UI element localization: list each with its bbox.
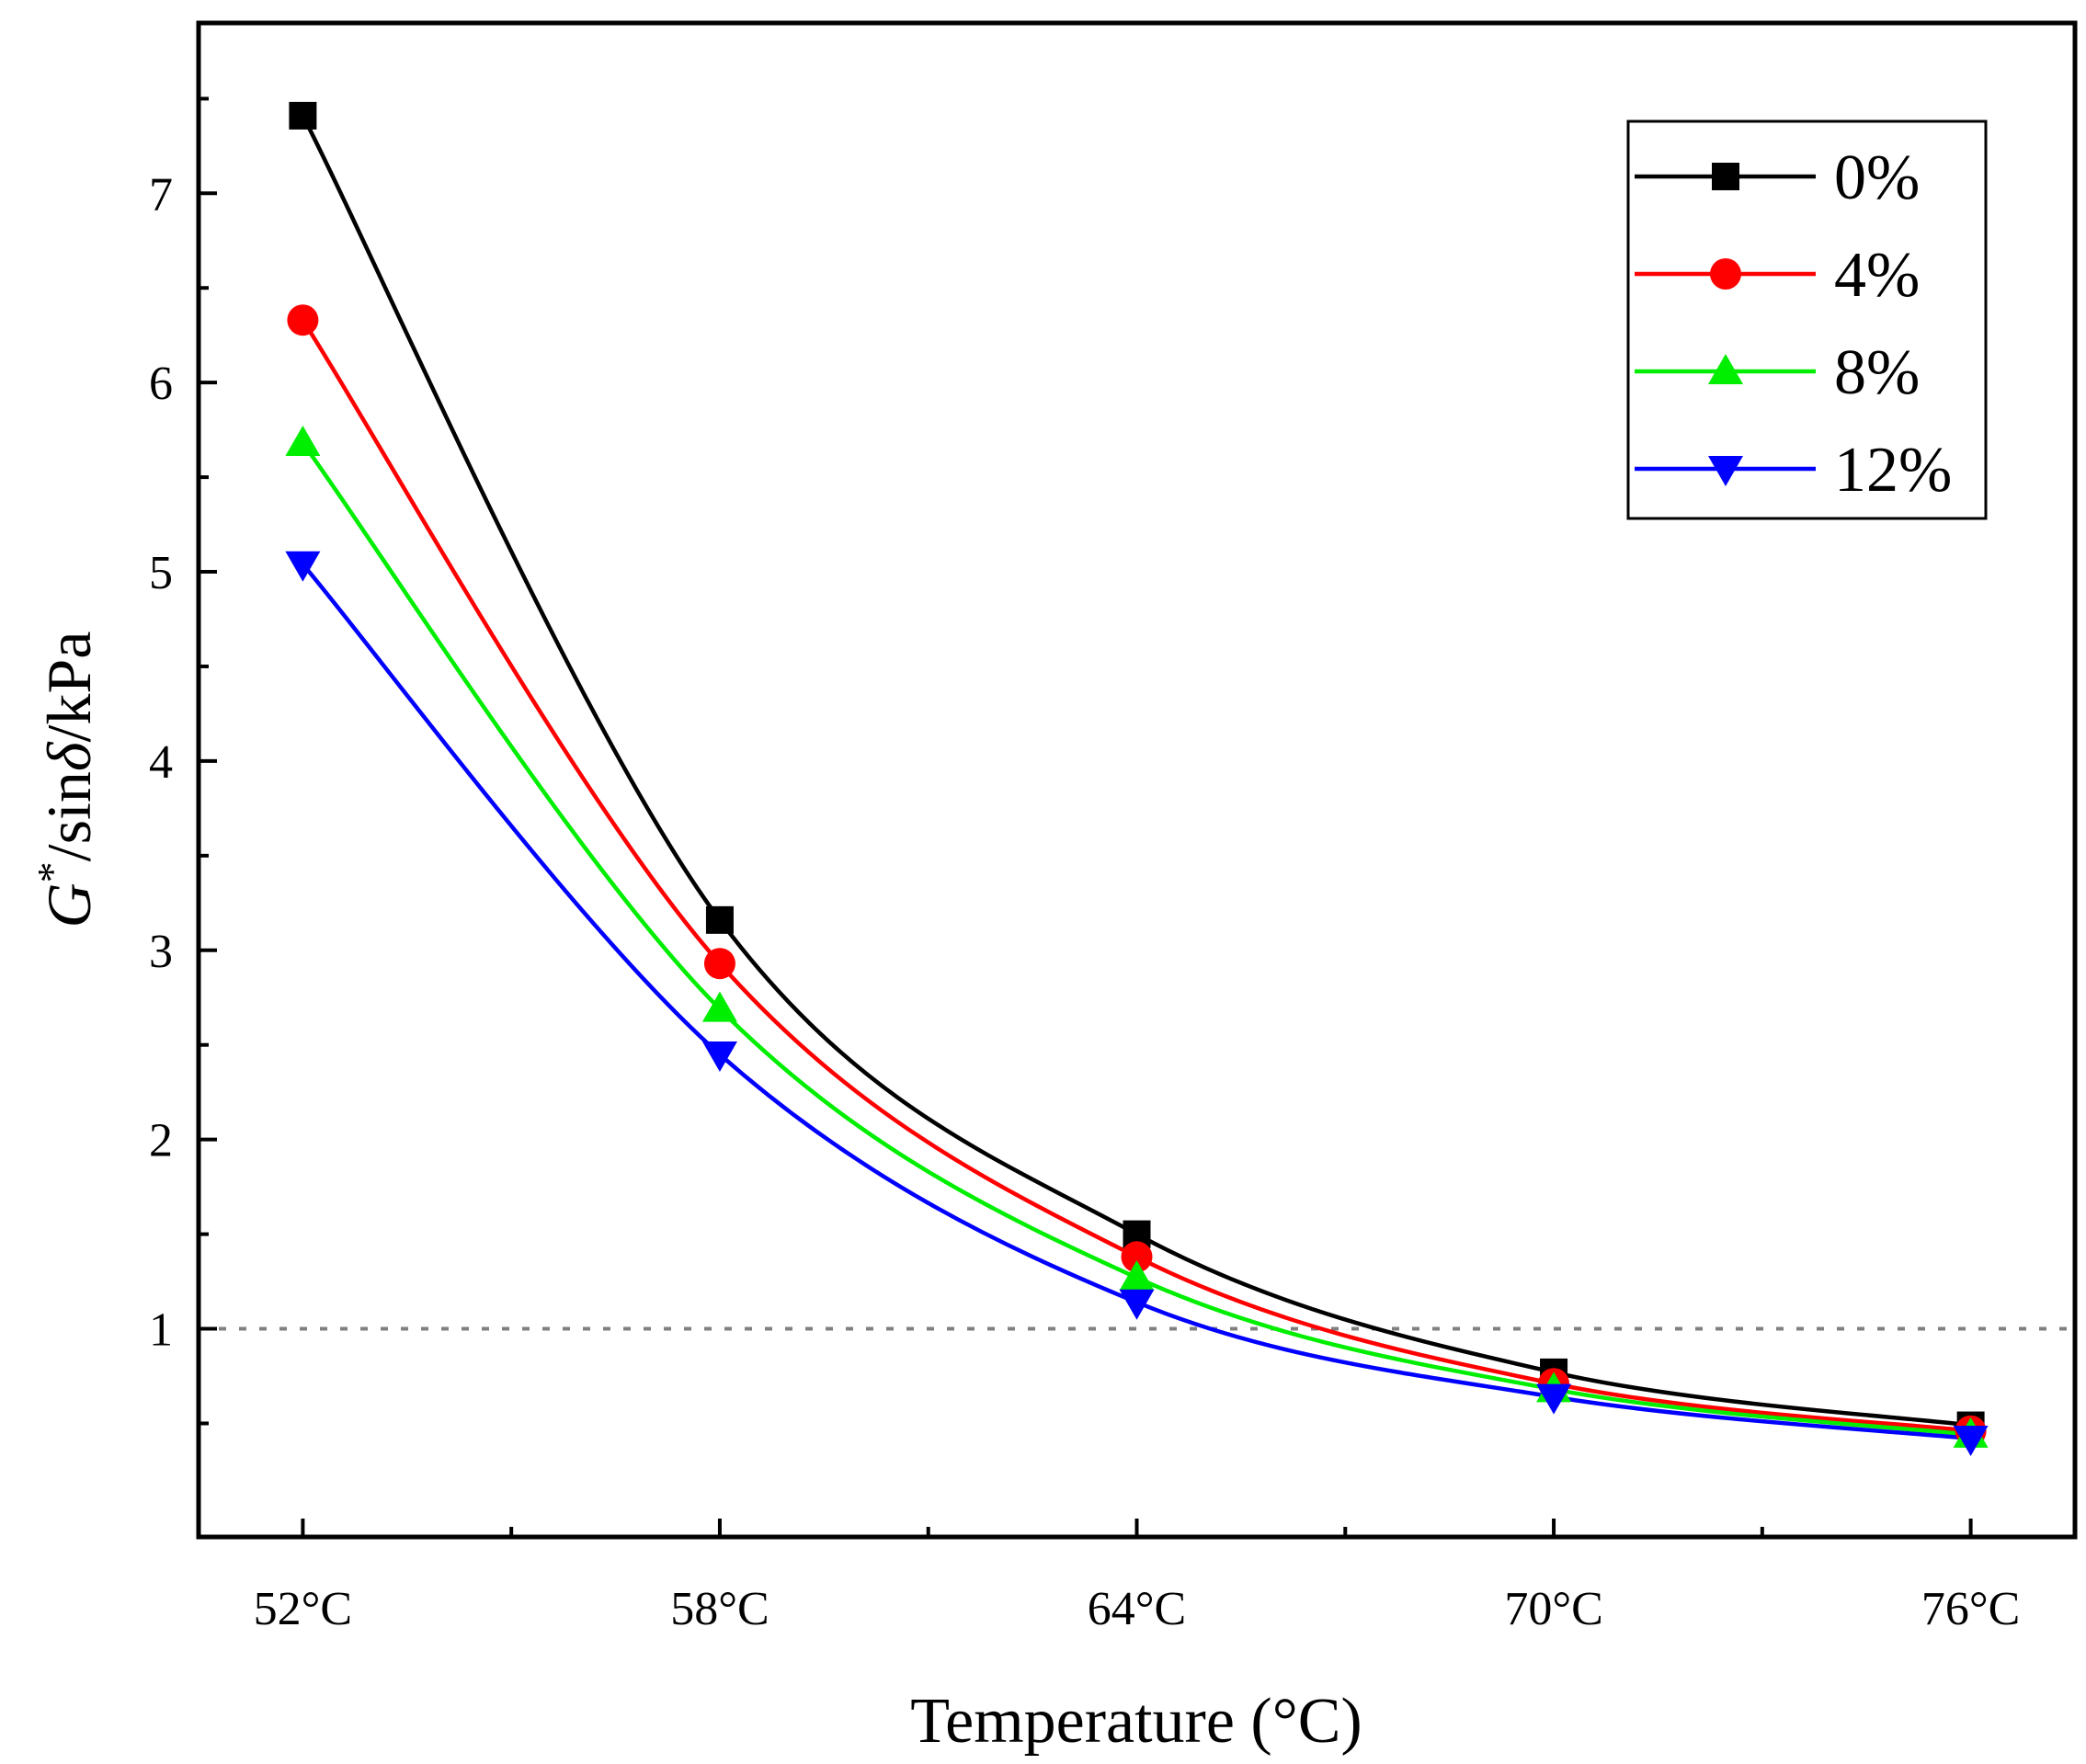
data-point-s3-0: [285, 551, 321, 582]
y-tick-label: 4: [149, 736, 173, 789]
data-point-s3-2: [1119, 1289, 1155, 1320]
data-point-s1-2: [1121, 1241, 1153, 1273]
x-axis-title: Temperature (°C): [910, 1686, 1362, 1757]
series-line-2: [301, 441, 1971, 1438]
y-tick-label: 2: [149, 1115, 173, 1167]
x-tick-label: 58°C: [670, 1583, 769, 1635]
data-point-s0-0: [289, 101, 317, 130]
x-tick-label: 70°C: [1504, 1583, 1602, 1635]
x-tick-label: 64°C: [1088, 1583, 1186, 1635]
y-tick-label: 3: [149, 926, 173, 978]
legend-label: 12%: [1834, 435, 1952, 506]
y-tick-label: 1: [149, 1304, 173, 1357]
data-point-s0-1: [705, 905, 734, 934]
data-point-s2-0: [285, 426, 321, 457]
series-line-3: [301, 563, 1971, 1441]
x-tick-label: 76°C: [1921, 1583, 2020, 1635]
legend-marker: [1710, 258, 1741, 290]
legend-label: 0%: [1834, 142, 1920, 213]
data-point-s1-0: [287, 304, 319, 336]
data-point-s3-3: [1536, 1383, 1572, 1415]
y-axis-title: G*/sinδ/kPa: [28, 632, 104, 928]
data-point-s3-4: [1953, 1425, 1989, 1456]
legend-box: [1626, 119, 1988, 520]
data-point-s3-1: [701, 1041, 737, 1073]
data-point-s2-2: [1119, 1259, 1155, 1291]
legend-marker: [1708, 456, 1743, 486]
legend-label: 8%: [1834, 337, 1920, 408]
y-tick-label: 6: [149, 358, 173, 410]
series-line-0: [301, 114, 1971, 1428]
legend-marker: [1712, 163, 1739, 190]
series-line-1: [301, 319, 1971, 1433]
legend-marker: [1708, 354, 1743, 384]
y-tick-label: 7: [149, 168, 173, 221]
data-point-s2-1: [701, 991, 737, 1022]
legend: 0% 4% 8% 12%: [1626, 119, 1988, 520]
x-tick-label: 52°C: [254, 1583, 352, 1635]
data-point-s1-1: [703, 948, 735, 980]
y-tick-label: 5: [149, 547, 173, 599]
legend-label: 4%: [1834, 240, 1920, 311]
